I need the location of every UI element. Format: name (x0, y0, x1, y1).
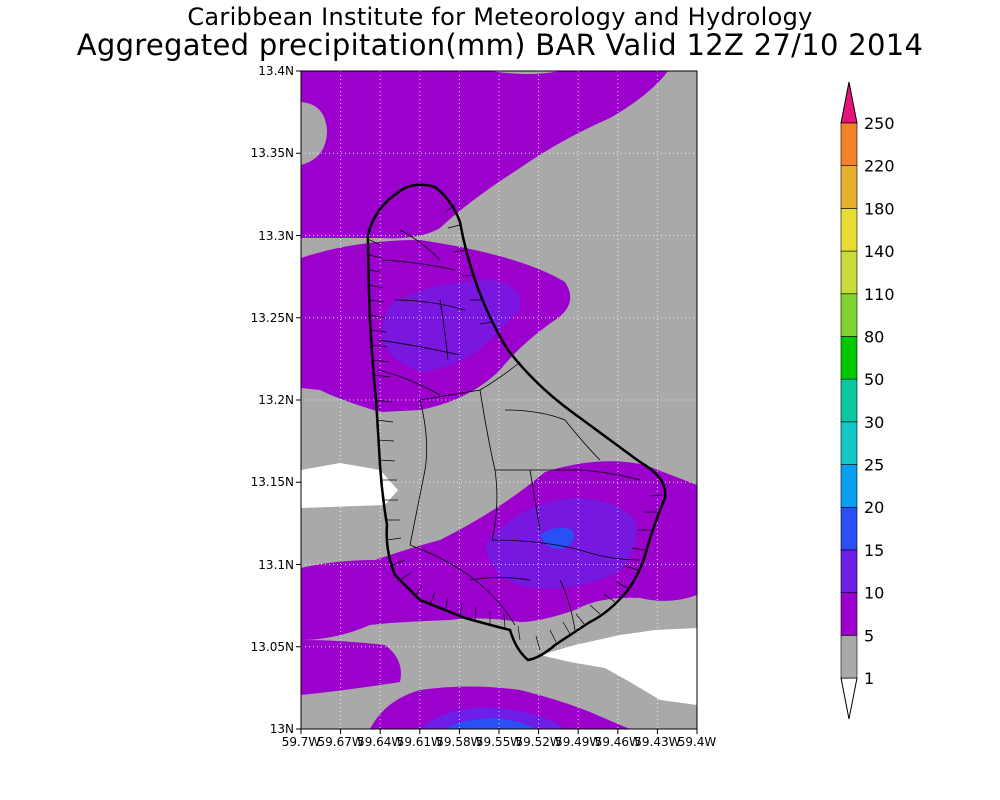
colorbar-segment (840, 592, 858, 636)
colorbar-segment (840, 122, 858, 166)
lat-tick-label: 13.25N (251, 311, 294, 325)
colorbar-label: 110 (864, 285, 895, 304)
lon-tick-label: 59.7W (282, 735, 321, 749)
colorbar-segment (840, 378, 858, 423)
colorbar-label: 80 (864, 327, 884, 346)
lon-tick-label: 59.58W (436, 735, 482, 749)
barbados-internal-boundaries (377, 229, 641, 631)
colorbar-label: 140 (864, 242, 895, 261)
colorbar-segment (840, 549, 858, 593)
colorbar-segment (840, 165, 858, 209)
latitude-tick-marks (296, 70, 301, 730)
colorbar-segment (840, 208, 858, 252)
colorbar-label: 15 (864, 541, 884, 560)
colorbar-upper-extend-arrow (840, 81, 858, 124)
map-gridlines (301, 71, 697, 729)
rain-5-10mm-southwest (301, 640, 401, 695)
lon-tick-label: 59.64W (357, 735, 403, 749)
lon-tick-label: 59.49W (555, 735, 601, 749)
colorbar-label: 250 (864, 114, 895, 133)
colorbar-label: 25 (864, 456, 884, 475)
lat-tick-label: 13.2N (258, 393, 294, 407)
colorbar-lower-extend-arrow (840, 677, 858, 720)
colorbar-segment (840, 293, 858, 337)
colorbar-label: 20 (864, 498, 884, 517)
coastal-drainage-lines (368, 204, 664, 651)
longitude-tick-marks (300, 729, 698, 734)
lon-tick-label: 59.4W (678, 735, 717, 749)
barbados-coastline (366, 183, 667, 662)
rain-10-15mm-south-offshore (420, 707, 565, 729)
precipitation-colorbar: 1 5 10 15 20 25 30 50 80 110 140 180 220… (840, 81, 895, 720)
lat-tick-label: 13.15N (251, 475, 294, 489)
lon-tick-label: 59.52W (515, 735, 561, 749)
colorbar-segment (840, 464, 858, 508)
colorbar-segment (840, 635, 858, 679)
lat-tick-label: 13.05N (251, 640, 294, 654)
rain-below-1mm-west (301, 463, 398, 508)
lat-tick-label: 13.3N (258, 229, 294, 243)
lat-tick-label: 13N (270, 722, 294, 736)
colorbar-label: 50 (864, 370, 884, 389)
lat-tick-label: 13.4N (258, 64, 294, 78)
lon-tick-label: 59.61W (397, 735, 443, 749)
rain-5-10mm-south-offshore (370, 686, 630, 729)
rain-1-5mm-northwest (301, 102, 327, 165)
colorbar-label: 30 (864, 413, 884, 432)
lat-tick-label: 13.35N (251, 146, 294, 160)
colorbar-label: 220 (864, 157, 895, 176)
colorbar-segment (840, 336, 858, 380)
lon-tick-label: 59.55W (476, 735, 522, 749)
colorbar-segment (840, 506, 858, 551)
colorbar-label: 10 (864, 584, 884, 603)
title-line-2: Aggregated precipitation(mm) BAR Valid 1… (76, 28, 924, 62)
rain-10-15mm-northern-barbados (381, 280, 521, 372)
colorbar-label: 1 (864, 669, 874, 688)
colorbar-label: 5 (864, 626, 874, 645)
lon-tick-label: 59.67W (317, 735, 363, 749)
colorbar-segment (840, 250, 858, 295)
lon-tick-label: 59.43W (634, 735, 680, 749)
lat-tick-label: 13.1N (258, 558, 294, 572)
colorbar-label: 180 (864, 199, 895, 218)
title-line-1: Caribbean Institute for Meteorology and … (187, 3, 813, 31)
precipitation-field (301, 71, 697, 729)
colorbar-segment (840, 421, 858, 465)
lon-tick-label: 59.46W (595, 735, 641, 749)
rain-15-20mm-south-offshore (445, 718, 535, 729)
